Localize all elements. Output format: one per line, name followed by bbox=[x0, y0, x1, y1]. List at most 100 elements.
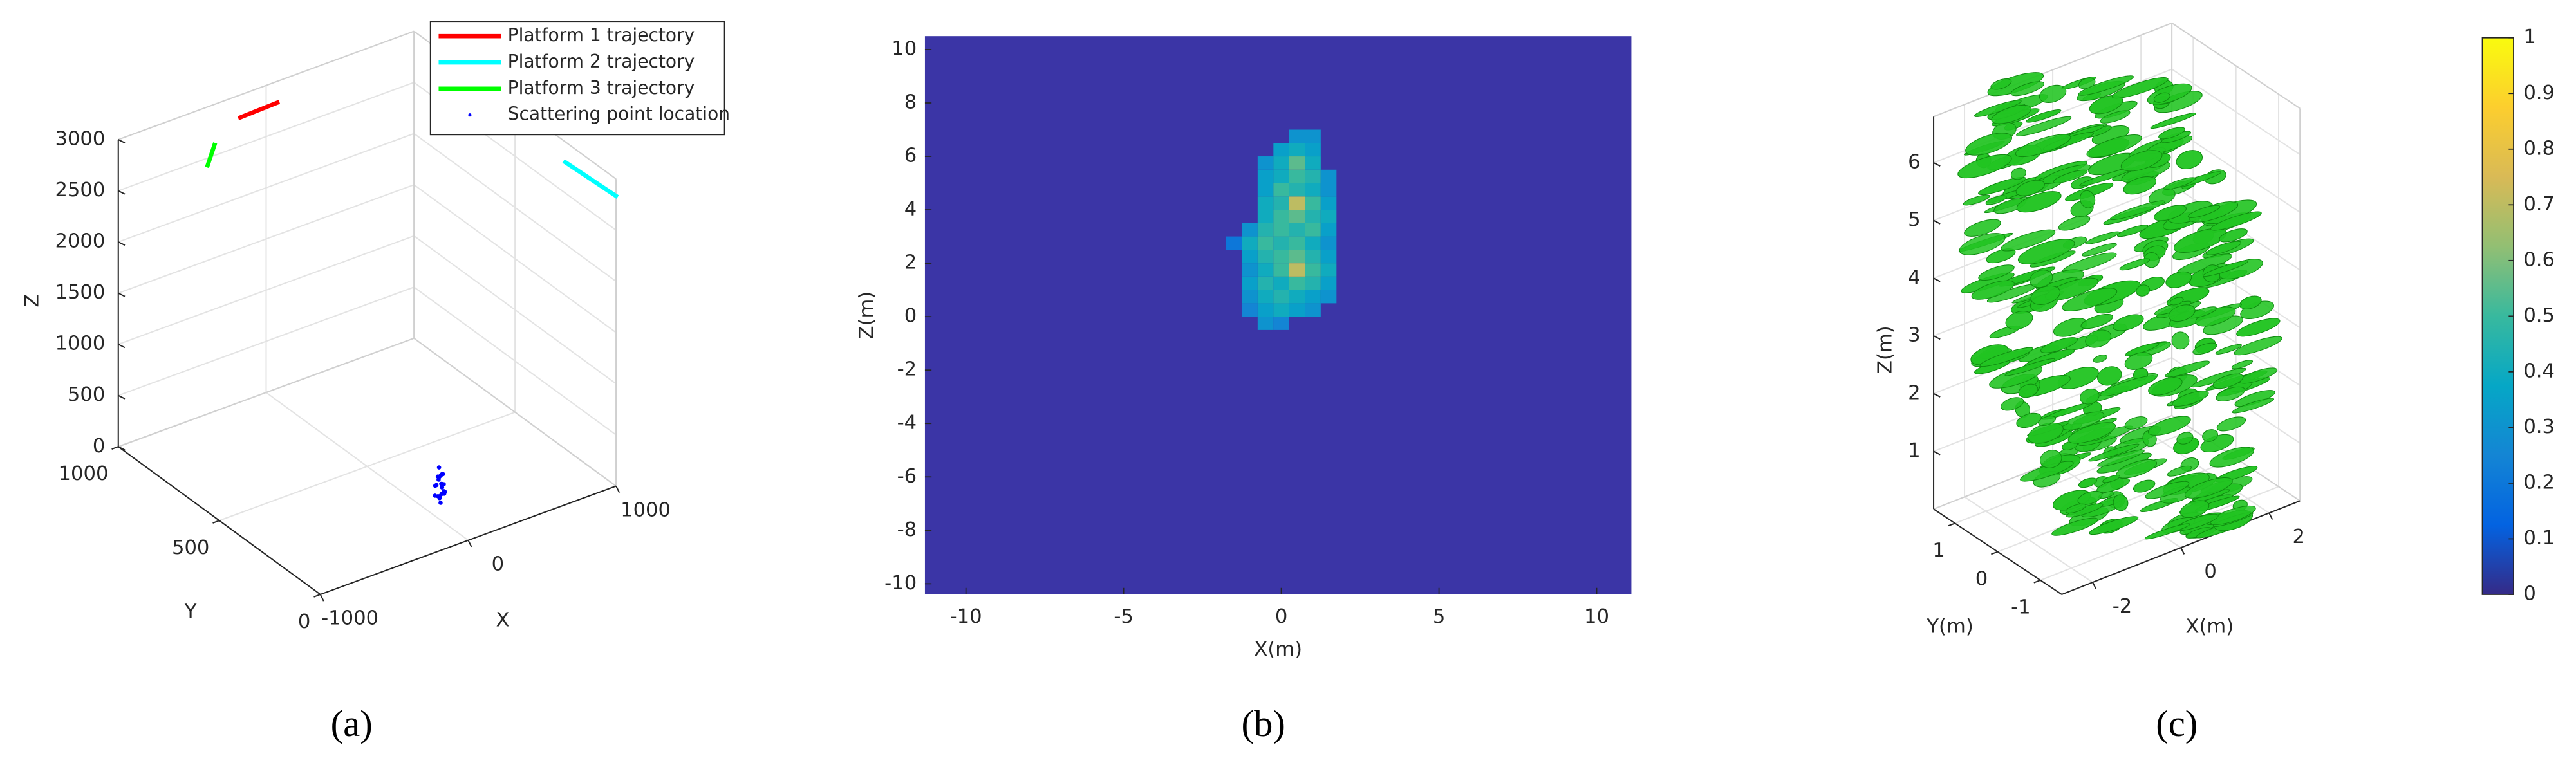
isosurface-blob bbox=[2038, 416, 2057, 426]
isosurface-blob bbox=[2133, 479, 2156, 493]
z-tick-label: 2500 bbox=[55, 179, 105, 201]
x-tick-label: 0 bbox=[492, 553, 504, 576]
isosurface-blob bbox=[2148, 187, 2176, 206]
z-tick-label: 3 bbox=[1908, 324, 1920, 347]
isosurface-blob bbox=[1974, 100, 2022, 117]
scatter-point bbox=[438, 501, 443, 505]
isosurface-blob bbox=[1978, 264, 2015, 281]
isosurface-blob bbox=[2163, 177, 2196, 190]
z-axis-label: Z(m) bbox=[1874, 326, 1897, 374]
image-cell bbox=[1289, 236, 1305, 250]
y-tick-label: -4 bbox=[897, 412, 917, 434]
x-tick-label: -2 bbox=[2113, 595, 2133, 618]
isosurface-blob bbox=[2016, 116, 2072, 136]
z-tick-label: 3000 bbox=[55, 127, 105, 150]
isosurface-blob bbox=[2005, 311, 2033, 330]
colorbar-tick-label: 0.2 bbox=[2523, 471, 2555, 493]
legend-box bbox=[429, 21, 725, 136]
isosurface-blob bbox=[2123, 176, 2157, 195]
isosurface-blob bbox=[2086, 134, 2142, 158]
colorbar-tick-label: 1 bbox=[2523, 26, 2535, 48]
image-cell bbox=[1242, 236, 1258, 250]
y-tick-label: 1 bbox=[1932, 539, 1945, 562]
isosurface-blob bbox=[2088, 443, 2140, 462]
y-tick-label: -2 bbox=[897, 358, 917, 381]
tick-mark bbox=[118, 344, 126, 349]
tick-mark bbox=[2033, 579, 2041, 584]
tick-mark bbox=[118, 446, 126, 451]
image-cell bbox=[1257, 183, 1274, 197]
box-edge bbox=[118, 30, 415, 140]
isosurface-blob bbox=[2080, 388, 2100, 405]
isosurface-blob bbox=[2216, 386, 2246, 401]
x-tick-label: 0 bbox=[1275, 605, 1287, 628]
image-cell bbox=[1289, 303, 1305, 317]
isosurface-blob bbox=[2168, 304, 2196, 322]
scatter-point bbox=[433, 493, 438, 498]
tick-mark bbox=[111, 446, 119, 450]
isosurface-blob bbox=[2017, 239, 2075, 264]
isosurface-blob bbox=[2169, 297, 2184, 306]
image-cell bbox=[1305, 196, 1321, 210]
isosurface-blob bbox=[2206, 241, 2242, 255]
y-tick-label: -1 bbox=[2011, 596, 2031, 619]
image-cell bbox=[1257, 156, 1274, 170]
image-cell bbox=[1305, 276, 1321, 290]
isosurface-blob bbox=[2145, 481, 2190, 499]
z-tick-label: 1 bbox=[1908, 439, 1920, 462]
image-cell bbox=[1289, 196, 1305, 210]
isosurface-blob bbox=[2040, 450, 2062, 468]
isosurface-blob bbox=[2077, 490, 2103, 505]
scatter-point bbox=[434, 483, 439, 488]
isosurface-blob bbox=[2167, 465, 2192, 477]
isosurface-blob bbox=[2234, 336, 2282, 356]
scatter-point bbox=[440, 472, 445, 477]
isosurface-blob bbox=[2210, 505, 2256, 525]
colorbar-tick-label: 0.8 bbox=[2523, 137, 2555, 160]
scatter-point bbox=[438, 493, 443, 499]
image-cell bbox=[1273, 317, 1289, 330]
isosurface-blob bbox=[1989, 365, 2043, 389]
tick-mark bbox=[118, 241, 126, 246]
image-cell bbox=[1257, 210, 1274, 223]
image-cell bbox=[1257, 290, 1274, 304]
isosurface-blob bbox=[2120, 150, 2163, 172]
isosurface-blob bbox=[2078, 75, 2134, 96]
isosurface-blob bbox=[2085, 329, 2112, 348]
isosurface-blob bbox=[2096, 366, 2122, 386]
x-tick-label: 5 bbox=[1433, 605, 1445, 628]
isosurface-blob bbox=[2109, 200, 2165, 221]
tick-mark bbox=[1933, 162, 1941, 167]
isosurface-blob bbox=[2113, 494, 2129, 511]
image-cell bbox=[1320, 169, 1337, 183]
image-cell bbox=[1257, 223, 1274, 237]
box-edge bbox=[1933, 22, 2172, 118]
isosurface-blob bbox=[1971, 280, 2015, 300]
y-tick-label: -10 bbox=[884, 572, 917, 594]
image-cell bbox=[1273, 236, 1289, 250]
tick-mark bbox=[118, 292, 126, 297]
tick-mark bbox=[1933, 335, 1941, 340]
scatter-point bbox=[440, 481, 445, 486]
image-cell bbox=[1305, 143, 1321, 157]
image-cell bbox=[1305, 250, 1321, 264]
y-tick-label: 6 bbox=[904, 145, 917, 167]
isosurface-blob bbox=[1979, 347, 2033, 367]
y-axis-label: Y bbox=[184, 601, 197, 623]
isosurface-blob bbox=[2001, 229, 2056, 252]
image-cell bbox=[1320, 210, 1337, 223]
panel-label: (a) bbox=[331, 703, 373, 744]
scatter-point bbox=[440, 485, 445, 490]
isosurface-blob bbox=[2001, 397, 2024, 411]
isosurface-blob bbox=[2004, 358, 2055, 376]
tick-mark bbox=[615, 486, 621, 493]
isosurface-blob bbox=[1978, 176, 2026, 196]
x-tick-label: 1000 bbox=[621, 499, 671, 521]
colorbar-tick-label: 0.4 bbox=[2523, 360, 2555, 382]
image-cell bbox=[1273, 169, 1289, 183]
isosurface-blob bbox=[1985, 195, 2007, 205]
x-tick-label: 2 bbox=[2292, 526, 2304, 548]
image-cell bbox=[1273, 223, 1289, 237]
isosurface-blob bbox=[2124, 416, 2148, 430]
isosurface-blob bbox=[2210, 211, 2262, 231]
